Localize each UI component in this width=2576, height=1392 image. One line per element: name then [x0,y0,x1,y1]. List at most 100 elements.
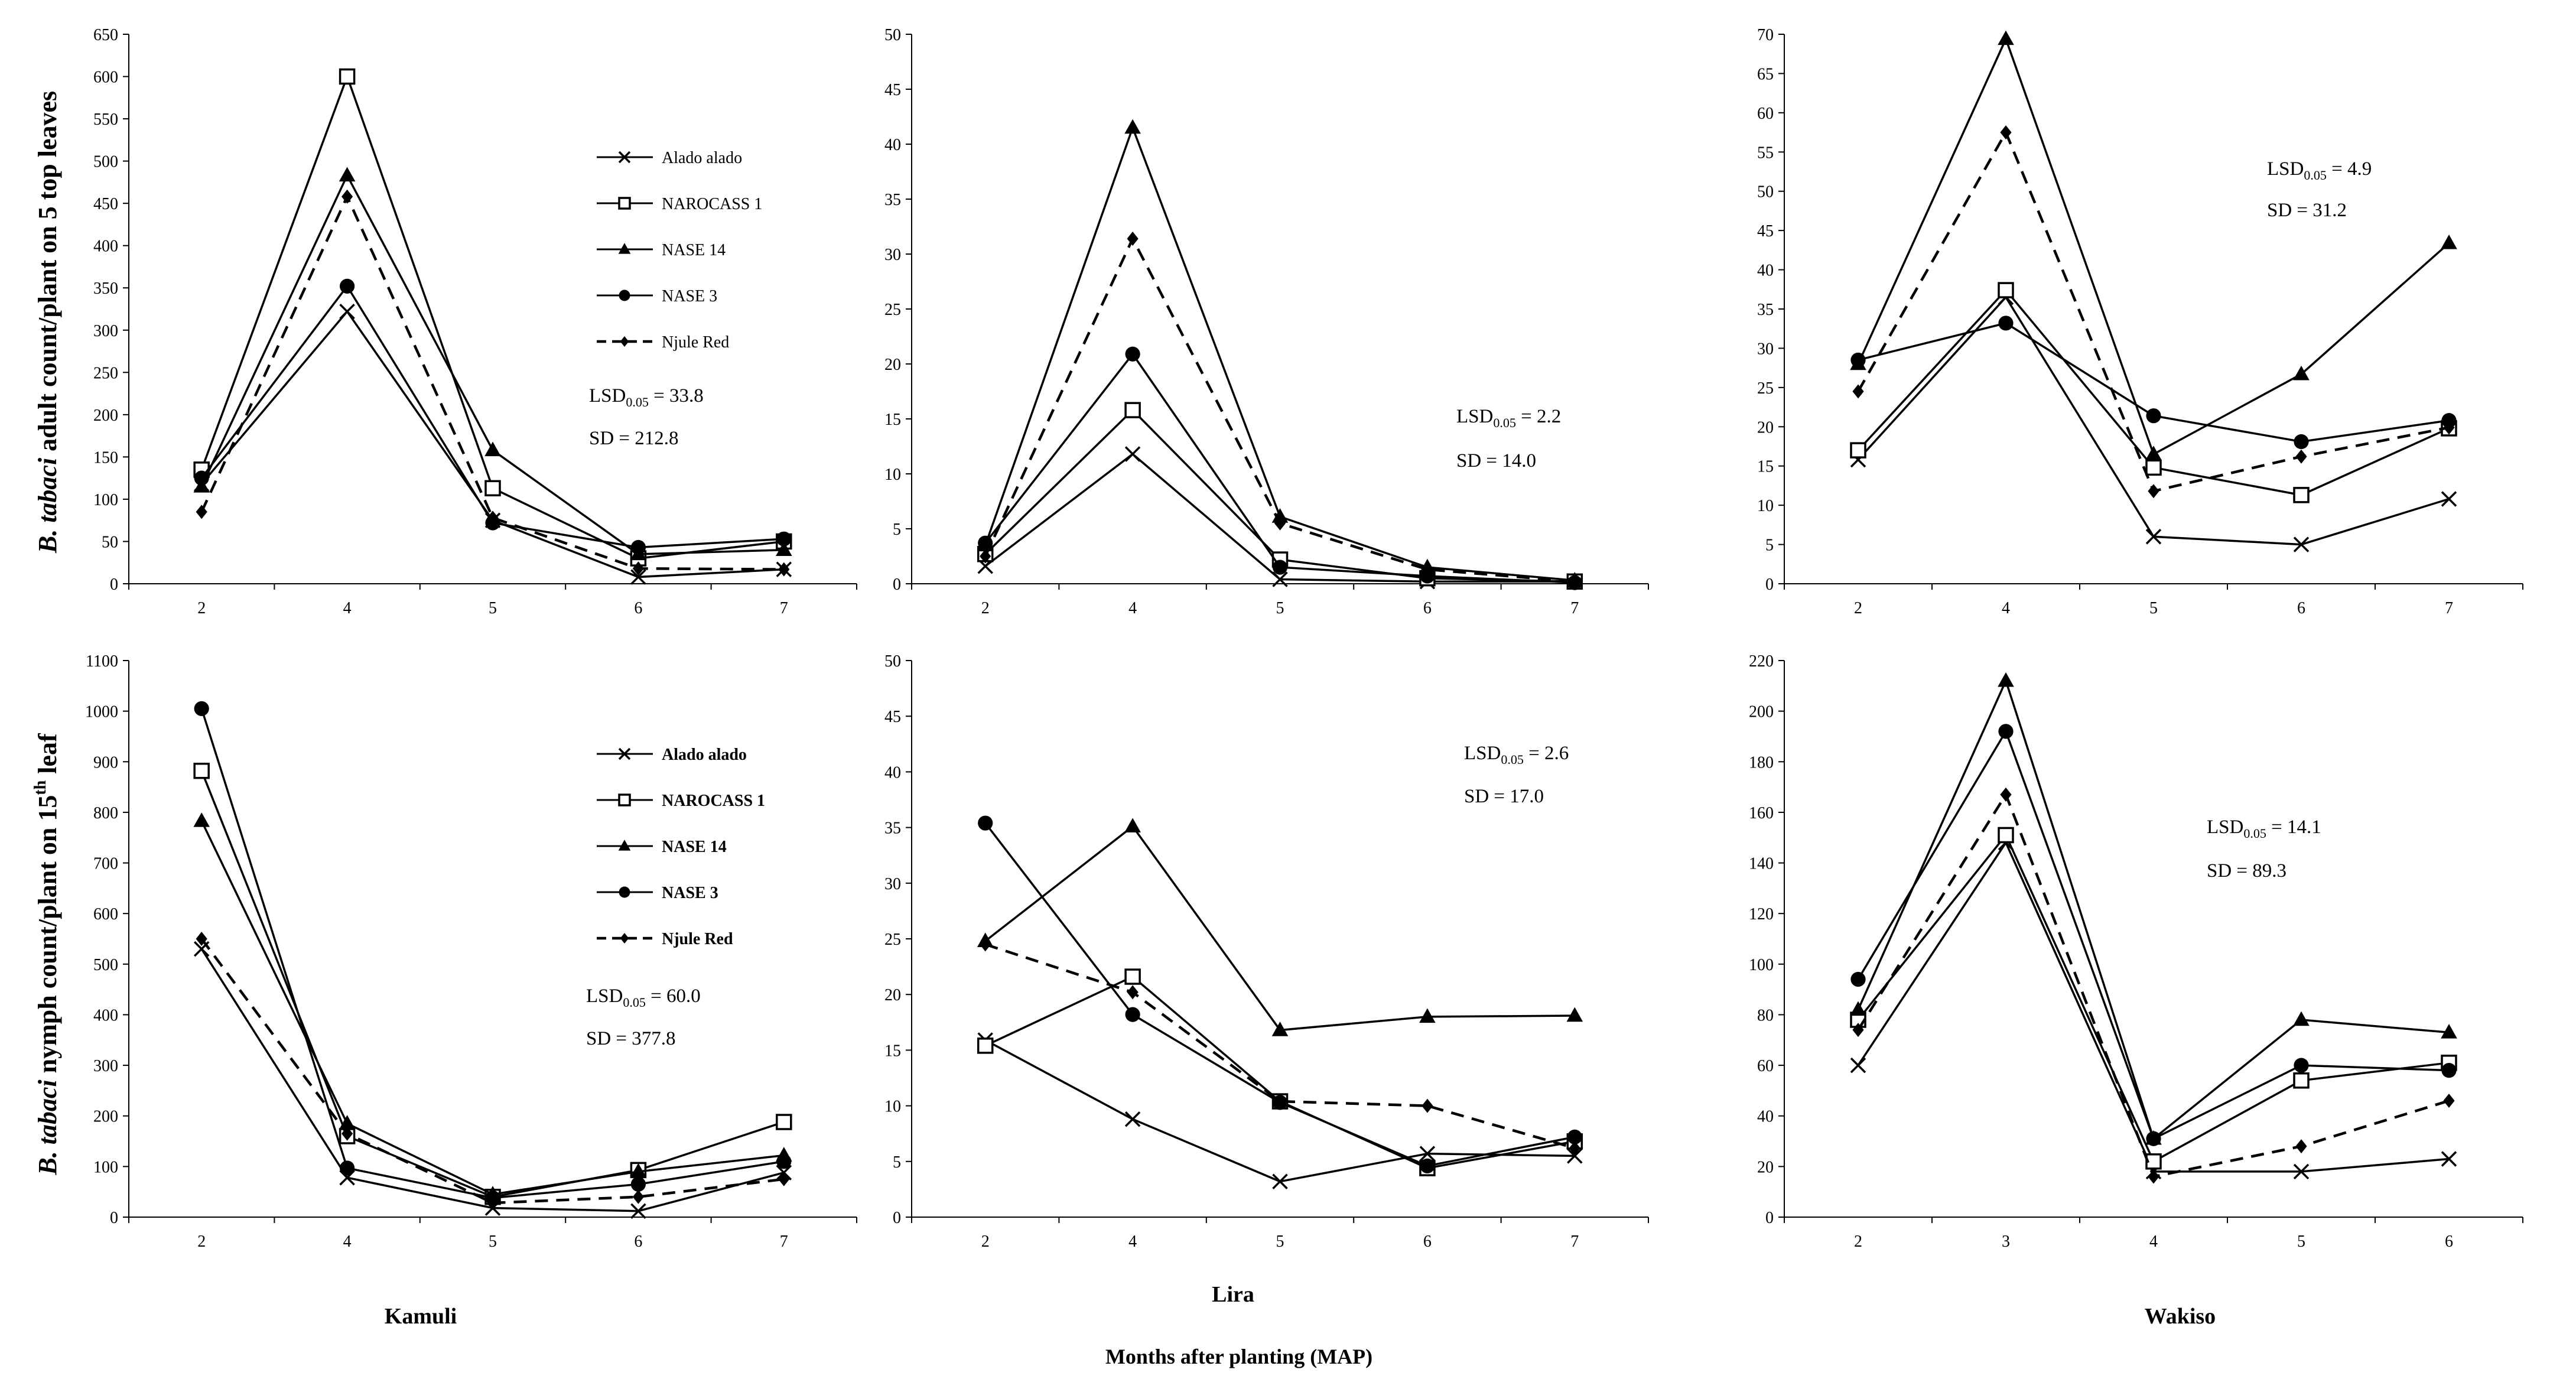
lsd-annotation: LSD0.05 = 14.1 [2207,817,2321,841]
data-point-nase-14 [1998,672,2014,687]
series-line-nase-3 [984,822,1575,1167]
x-tick-label: 5 [489,1232,497,1251]
y-tick-label: 20 [884,986,901,1004]
x-tick-label: 7 [2445,599,2453,617]
y-tick-label: 600 [93,69,118,87]
data-point-nase-3 [1125,346,1140,362]
series-line-narocass-1 [1857,833,2450,1163]
series-narocass-1 [977,968,1583,1176]
y-tick-label: 1000 [85,703,118,721]
y-tick-label: 20 [1757,418,1774,437]
sd-annotation: SD = 14.0 [1456,450,1536,471]
data-point-njule-red [778,562,790,577]
legend-label-njule-red: Njule Red [662,930,733,948]
series-nase-3 [1850,316,2457,450]
data-point-nase-3 [340,1160,355,1176]
data-point-narocass-1 [193,762,210,779]
data-point-alado-alado-stroke-b [1272,571,1288,587]
lsd-annotation: LSD0.05 = 2.2 [1456,406,1561,430]
legend-marker-nase-14 [618,243,631,254]
series-nase-14 [1850,672,2457,1145]
data-point-njule-red [2148,1169,2159,1184]
series-njule-red [196,932,790,1211]
series-line-nase-3 [1858,322,2450,443]
legend-label-nase-3: NASE 3 [662,884,718,902]
data-point-njule-red [1569,574,1580,589]
legend-label-alado-alado: Alado alado [662,149,742,167]
sd-annotation: SD = 377.8 [586,1028,676,1049]
data-point-narocass-1 [776,1114,792,1130]
y-tick-label: 150 [93,448,118,467]
data-point-alado-alado-stroke-b [2145,529,2162,545]
lsd-annotation: LSD0.05 = 2.6 [1464,743,1569,767]
y-tick-label: 200 [93,406,118,425]
data-point-nase-14 [339,1115,356,1130]
series-line-nase-14 [984,825,1575,1032]
x-tick-label: 3 [2002,1232,2010,1251]
series-narocass-1 [193,68,792,567]
series-alado-alado [193,941,792,1219]
legend-marker-nase-3 [619,290,630,301]
lsd-subscript: 0.05 [2304,168,2327,183]
y-tick-label: 120 [1749,905,1774,923]
data-point-nase-3 [1272,560,1288,575]
data-point-njule-red [2000,787,2012,802]
y-tick-label: 35 [884,819,901,838]
data-point-narocass-1 [977,1038,994,1054]
x-tick-label: 5 [1276,1232,1284,1251]
series-nase-3 [194,701,792,1206]
series-line-njule-red [200,938,785,1205]
lsd-subscript: 0.05 [626,395,649,409]
y-tick-label: 60 [1757,105,1774,123]
chart-kamuli-nymph: 0 100 200 300 400 500 600 700 800 900 1000 1100 2 4 5 6… [85,652,857,1251]
y-tick-label: 40 [884,136,901,154]
data-point-narocass-1 [1124,968,1141,985]
y-axis-label-nymph: B. tabaci nymph count/plant on 15th leaf [31,733,62,1176]
series-nase-14 [193,812,792,1201]
data-point-alado-alado [2441,1151,2457,1167]
x-tick-label: 2 [197,1232,206,1251]
y-tick-label: 100 [1749,956,1774,974]
x-tick-label: 4 [2149,1232,2158,1251]
x-tick-label: 6 [1423,1232,1432,1251]
y-tick-label: 600 [93,905,118,923]
data-point-alado-alado [2293,536,2310,552]
data-point-njule-red [196,505,207,519]
lsd-prefix: LSD [586,986,623,1007]
y-axis-label-nymph-end: leaf [33,733,62,780]
y-tick-label: 5 [893,1153,901,1172]
y-tick-label: 25 [884,931,901,949]
data-point-nase-3 [2294,434,2309,450]
y-tick-label: 30 [884,875,901,893]
sd-annotation: SD = 212.8 [589,428,679,449]
legend-label-nase-3: NASE 3 [662,287,717,305]
y-tick-label: 50 [1757,183,1774,201]
y-tick-label: 50 [884,26,901,44]
data-point-alado-alado-stroke-b [1567,1148,1583,1164]
y-tick-label: 40 [884,763,901,782]
data-point-alado-alado [630,1203,646,1219]
series-line-njule-red [200,193,784,571]
lsd-value: = 2.6 [1524,743,1569,764]
x-tick-label: 5 [1276,599,1284,617]
y-tick-label: 40 [1757,262,1774,280]
series-line-nase-3 [200,708,785,1199]
data-point-alado-alado [2293,1163,2310,1180]
x-axis-title: Months after planting (MAP) [1105,1345,1372,1368]
series-nase-14 [977,818,1583,1036]
series-line-nase-14 [200,820,784,1196]
y-tick-label: 0 [110,1209,118,1227]
data-point-njule-red [632,1189,644,1204]
x-tick-label: 4 [343,599,352,617]
data-point-nase-3 [194,701,209,716]
x-tick-label: 5 [2297,1232,2305,1251]
y-tick-label: 650 [93,26,118,44]
y-tick-label: 400 [93,238,118,256]
series-narocass-1 [1850,827,2457,1170]
location-label-kamuli: Kamuli [385,1304,457,1329]
y-tick-label: 5 [1765,536,1774,555]
data-point-nase-14 [1566,1007,1583,1022]
legend-marker-njule-red [620,933,629,944]
x-tick-label: 4 [1128,1232,1137,1251]
